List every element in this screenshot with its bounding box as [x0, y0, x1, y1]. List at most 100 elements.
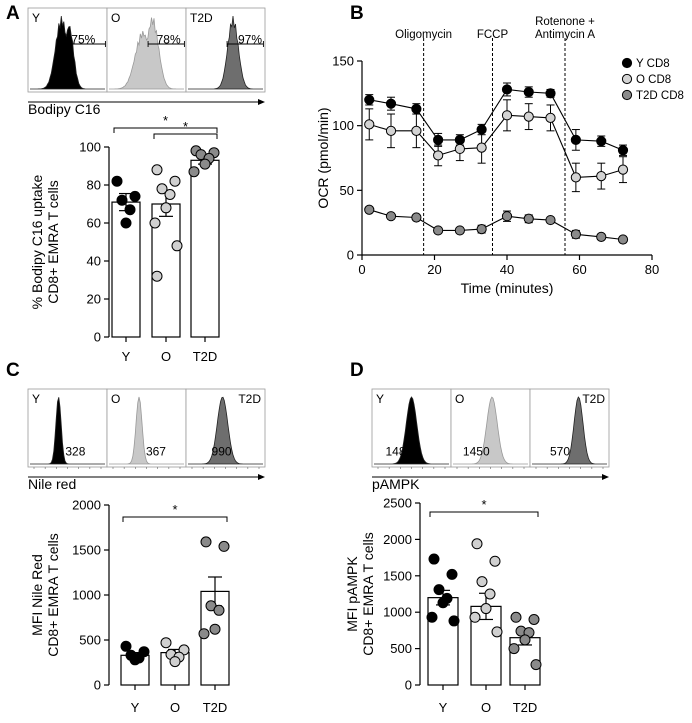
- data-point-series-2: [454, 143, 465, 155]
- histogram-frame: [27, 388, 108, 468]
- x-tick-label: 80: [645, 262, 659, 277]
- y-axis-label: MFI pAMPK: [344, 556, 360, 632]
- data-point-series-3: [545, 214, 556, 226]
- histogram-o: [109, 17, 184, 90]
- y-tick-label: 100: [332, 118, 354, 133]
- data-point-t2d: [530, 659, 542, 671]
- histogram-value: 570: [550, 444, 570, 458]
- flow-axis-arrow-head: [258, 474, 265, 480]
- data-point-series-3: [523, 213, 534, 224]
- series-line-2: [369, 114, 624, 178]
- data-point-series-1: [385, 98, 397, 109]
- significance-bracket: [429, 511, 539, 517]
- histogram-y: [374, 396, 449, 465]
- x-tick-label: 40: [500, 262, 514, 277]
- data-point-series-3: [570, 229, 581, 240]
- data-point-series-2: [523, 111, 534, 122]
- flow-histograms-d: Y 1482 O 1450 T2D 570 pAMPK: [371, 388, 610, 492]
- data-point-t2d: [199, 158, 211, 170]
- data-point-y: [129, 190, 141, 202]
- data-point-series-2: [411, 125, 422, 136]
- data-point-series-3: [476, 224, 487, 235]
- data-point-series-1: [364, 94, 375, 105]
- significance-star: *: [163, 113, 168, 128]
- data-point-y: [448, 615, 460, 627]
- data-point-o: [160, 202, 172, 214]
- panel-label-b: B: [350, 3, 364, 24]
- data-point-o: [171, 240, 183, 252]
- data-point-series-2: [385, 125, 397, 136]
- bar-chart-a: 0 20 40 60 80 100 % Bodipy C16 uptake CD8+ EMRA…: [29, 113, 220, 364]
- data-point-series-3: [411, 212, 422, 223]
- y-axis-label: OCR (pmol/min): [315, 107, 331, 208]
- data-point-series-3: [385, 211, 397, 222]
- data-point-o: [469, 611, 481, 623]
- y-axis-label: CD8+ EMRA T cells: [45, 533, 61, 657]
- y-tick-label: 0: [347, 248, 354, 263]
- y-axis-label: CD8+ EMRA T cells: [45, 180, 61, 304]
- x-tick-label: Y: [439, 700, 448, 715]
- data-point-o: [491, 626, 503, 638]
- data-point-series-2: [617, 164, 629, 175]
- y-tick-label: 100: [79, 140, 101, 155]
- bar-y: [427, 597, 459, 686]
- y-tick-label: 0: [405, 678, 412, 693]
- histogram-value: 97%: [238, 32, 262, 46]
- data-point-t2d: [188, 166, 200, 178]
- histogram-y: [30, 397, 105, 465]
- x-tick-label: T2D: [203, 700, 228, 715]
- panel-label-c: C: [6, 360, 20, 381]
- histogram-value: 78%: [157, 32, 181, 46]
- data-point-o: [164, 189, 176, 200]
- x-tick-label: O: [481, 700, 491, 715]
- data-point-y: [446, 568, 458, 580]
- data-point-series-2: [596, 171, 607, 182]
- y-axis-label: % Bodipy C16 uptake: [29, 174, 45, 309]
- data-point-o: [151, 164, 163, 176]
- injection-label: Oligomycin: [395, 29, 452, 41]
- x-tick-label: O: [170, 700, 180, 715]
- histogram-group-label: T2D: [190, 11, 213, 25]
- data-point-series-1: [501, 84, 513, 95]
- legend-marker: [621, 89, 633, 101]
- data-point-series-2: [476, 142, 487, 153]
- histogram-t2d: [188, 15, 263, 90]
- x-tick-label: 20: [427, 262, 441, 277]
- histogram-group-label: O: [111, 392, 120, 406]
- histogram-value: 990: [212, 444, 232, 458]
- x-tick-label: Y: [122, 349, 131, 364]
- bar-chart-d: 0 500 1000 1500 2000 2500 MFI pAMPK CD8+ EMRA T…: [344, 496, 542, 715]
- data-point-y: [120, 640, 132, 652]
- data-point-series-3: [454, 225, 465, 236]
- histogram-o: [453, 396, 528, 465]
- histogram-y: [30, 16, 105, 90]
- y-tick-label: 50: [340, 183, 354, 198]
- data-point-series-2: [433, 150, 444, 161]
- significance-star: *: [481, 497, 486, 512]
- y-axis-label: CD8+ EMRA T cells: [360, 532, 376, 656]
- data-point-y: [124, 204, 136, 216]
- significance-star: *: [172, 502, 177, 517]
- injection-label: FCCP: [477, 29, 509, 41]
- y-tick-label: 150: [332, 54, 354, 69]
- data-point-series-2: [501, 110, 513, 121]
- data-point-y: [426, 611, 438, 623]
- histogram-group-label: T2D: [582, 392, 605, 406]
- data-point-t2d: [510, 611, 522, 623]
- histogram-value: 75%: [71, 32, 95, 46]
- data-point-series-2: [570, 172, 581, 183]
- data-point-t2d: [519, 634, 531, 646]
- y-tick-label: 1000: [383, 605, 412, 620]
- data-point-y: [116, 194, 128, 206]
- data-point-series-3: [364, 204, 375, 215]
- y-axis-label: MFI Nile Red: [29, 554, 45, 636]
- histogram-o: [109, 396, 184, 465]
- data-point-t2d: [213, 604, 225, 616]
- data-point-t2d: [200, 536, 212, 548]
- x-tick-label: O: [161, 349, 171, 364]
- flow-axis-arrow-head: [602, 474, 609, 480]
- line-chart-b: 0 50 100 150 0 20 40 60 80 Time (minutes) OCR (pmo…: [315, 16, 684, 296]
- histogram-value: 1482: [386, 444, 413, 458]
- data-point-o: [484, 588, 496, 600]
